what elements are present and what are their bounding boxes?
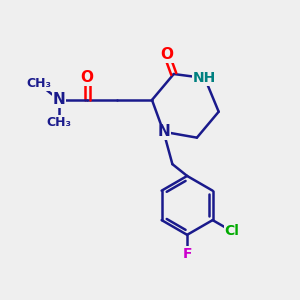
Text: O: O [81, 70, 94, 86]
Text: CH₃: CH₃ [26, 77, 51, 90]
Text: CH₃: CH₃ [47, 116, 72, 128]
Text: N: N [157, 124, 170, 139]
Text: N: N [53, 92, 66, 107]
Text: F: F [182, 247, 192, 261]
Text: NH: NH [193, 71, 216, 85]
Text: Cl: Cl [224, 224, 239, 238]
Text: O: O [160, 47, 173, 62]
